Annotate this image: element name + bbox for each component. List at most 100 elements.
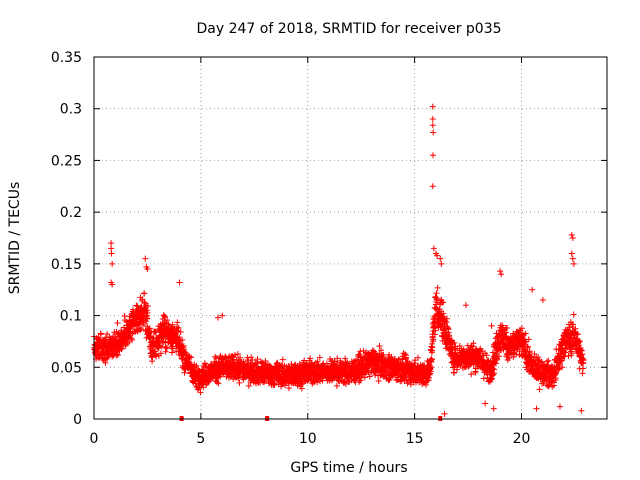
data-point bbox=[114, 320, 121, 327]
data-point bbox=[162, 348, 169, 355]
data-point bbox=[426, 371, 433, 378]
data-point bbox=[97, 331, 104, 338]
data-point bbox=[480, 375, 487, 382]
data-point bbox=[164, 317, 171, 324]
data-point bbox=[169, 321, 176, 328]
data-point bbox=[174, 328, 181, 335]
data-point bbox=[434, 284, 441, 291]
data-point bbox=[576, 338, 583, 345]
data-point bbox=[429, 344, 436, 351]
data-point bbox=[572, 325, 579, 332]
data-point-outlier bbox=[490, 405, 497, 412]
data-point bbox=[401, 351, 408, 358]
data-point bbox=[231, 352, 238, 359]
data-point bbox=[531, 351, 538, 358]
y-tick-label: 0.15 bbox=[51, 257, 82, 273]
data-point-outlier bbox=[144, 266, 151, 273]
data-point bbox=[580, 357, 587, 364]
data-point-outlier bbox=[430, 152, 437, 159]
data-point bbox=[143, 318, 150, 325]
data-point-outlier bbox=[441, 410, 448, 417]
data-point bbox=[414, 354, 421, 361]
data-point-outlier bbox=[539, 297, 546, 304]
data-point bbox=[144, 315, 151, 322]
data-point-outlier bbox=[176, 279, 183, 286]
data-point bbox=[161, 313, 168, 320]
data-point bbox=[144, 309, 151, 316]
data-point bbox=[119, 345, 126, 352]
data-point bbox=[451, 363, 458, 370]
data-point bbox=[301, 357, 308, 364]
data-point bbox=[102, 359, 109, 366]
data-point bbox=[495, 353, 502, 360]
data-point bbox=[428, 356, 435, 363]
data-point bbox=[249, 356, 256, 363]
data-point bbox=[504, 325, 511, 332]
data-point-outlier bbox=[498, 271, 505, 278]
data-point bbox=[565, 327, 572, 334]
data-point-outlier bbox=[429, 122, 436, 129]
data-point bbox=[361, 374, 368, 381]
data-point bbox=[559, 364, 566, 371]
data-point bbox=[580, 365, 587, 372]
data-point bbox=[253, 359, 260, 366]
data-point bbox=[146, 325, 153, 332]
data-point-outlier bbox=[430, 245, 437, 252]
data-point-outlier bbox=[438, 260, 445, 267]
data-point bbox=[261, 379, 268, 386]
data-point bbox=[197, 389, 204, 396]
data-point bbox=[404, 380, 411, 387]
y-tick-label: 0.3 bbox=[60, 102, 82, 118]
data-point bbox=[152, 351, 159, 358]
data-point bbox=[137, 326, 144, 333]
data-point bbox=[490, 371, 497, 378]
data-point bbox=[366, 373, 373, 380]
y-tick-label: 0 bbox=[73, 412, 82, 428]
data-point-outlier bbox=[430, 129, 437, 136]
data-point bbox=[545, 357, 552, 364]
data-point bbox=[213, 379, 220, 386]
data-point bbox=[254, 360, 261, 367]
data-point bbox=[307, 355, 314, 362]
data-point bbox=[257, 379, 264, 386]
data-point bbox=[506, 355, 513, 362]
data-point bbox=[213, 355, 220, 362]
data-points bbox=[91, 103, 587, 421]
data-point bbox=[559, 357, 566, 364]
data-point bbox=[422, 381, 429, 388]
data-point bbox=[279, 356, 286, 363]
data-point bbox=[175, 324, 182, 331]
data-point-outlier bbox=[569, 255, 576, 262]
data-point bbox=[544, 358, 551, 365]
data-point bbox=[451, 339, 458, 346]
data-point-outlier bbox=[533, 405, 540, 412]
data-point bbox=[525, 336, 532, 343]
data-point-outlier bbox=[488, 322, 495, 329]
data-point bbox=[494, 356, 501, 363]
data-point-outlier bbox=[219, 312, 226, 319]
data-point bbox=[369, 347, 376, 354]
data-point bbox=[285, 385, 292, 392]
data-point bbox=[236, 379, 243, 386]
data-point bbox=[357, 377, 364, 384]
data-point-outlier bbox=[108, 245, 115, 252]
data-point-outlier bbox=[108, 240, 115, 247]
data-point-outlier bbox=[462, 302, 469, 309]
data-point bbox=[114, 351, 121, 358]
data-point bbox=[453, 366, 460, 373]
data-point bbox=[450, 364, 457, 371]
tick-labels: 0 0.05 0.1 0.15 0.2 0.25 0.3 0.35 0 5 10 15 20 bbox=[51, 50, 531, 447]
data-point bbox=[380, 351, 387, 358]
data-point bbox=[556, 361, 563, 368]
data-point-outlier bbox=[482, 400, 489, 407]
data-point bbox=[451, 369, 458, 376]
data-point bbox=[518, 325, 525, 332]
data-point bbox=[163, 345, 170, 352]
data-point bbox=[342, 355, 349, 362]
data-point bbox=[483, 352, 490, 359]
data-point bbox=[536, 386, 543, 393]
data-point bbox=[248, 354, 255, 361]
data-point-outlier bbox=[568, 250, 575, 257]
